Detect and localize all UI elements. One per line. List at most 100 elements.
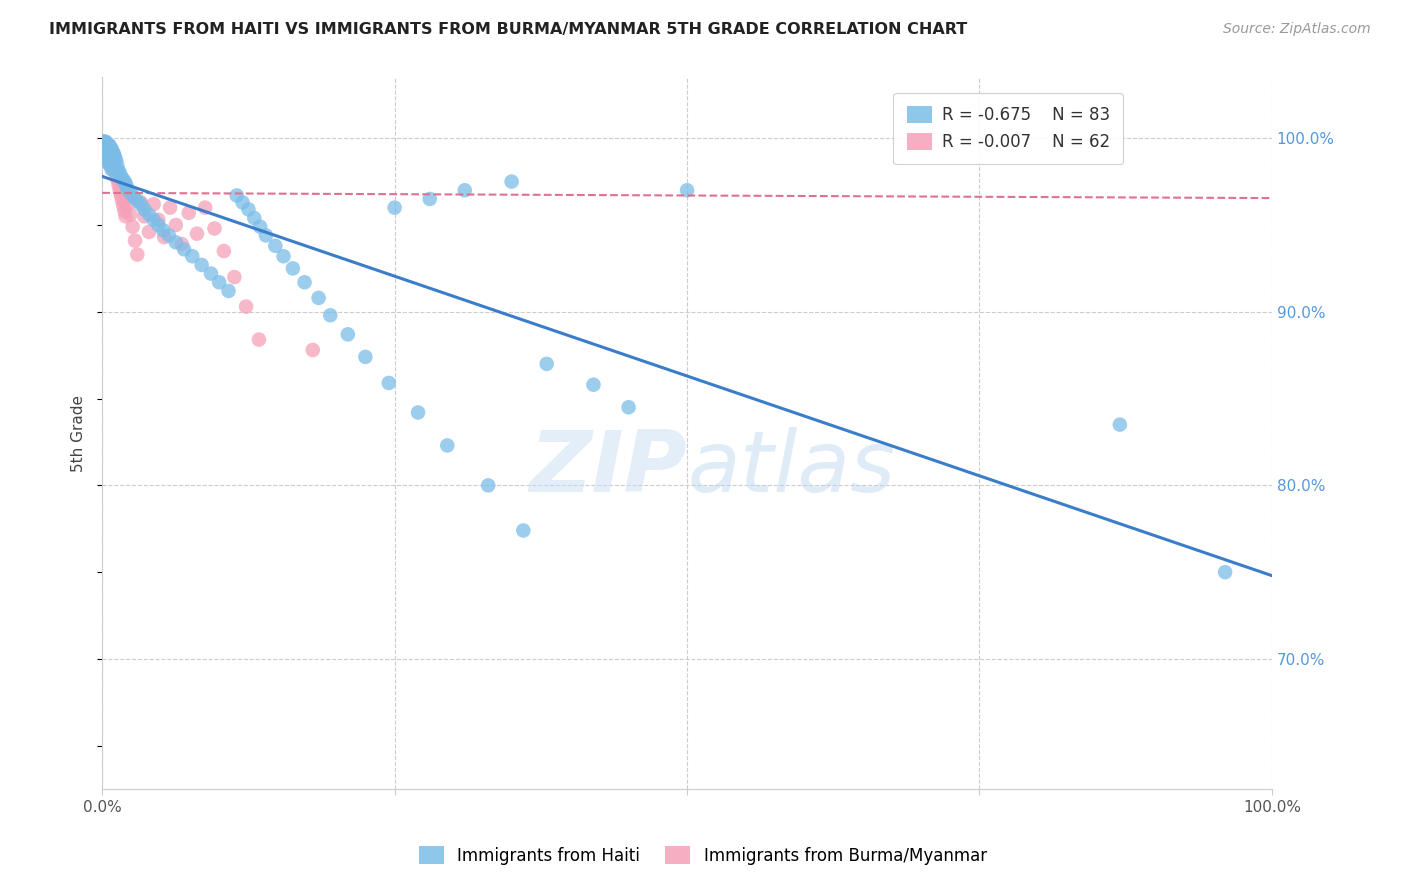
Point [111, 171, 134, 186]
Point [243, 211, 266, 225]
Point [108, 166, 131, 180]
Point [232, 195, 254, 210]
Point [477, 478, 499, 492]
Point [238, 202, 260, 217]
Point [406, 405, 429, 419]
Point [264, 239, 287, 253]
Point [94, 135, 117, 149]
Point [273, 249, 295, 263]
Point [112, 199, 135, 213]
Point [384, 201, 406, 215]
Point [97, 138, 120, 153]
Point [104, 150, 127, 164]
Point [676, 183, 699, 197]
Point [114, 209, 136, 223]
Point [100, 162, 122, 177]
Point [224, 270, 246, 285]
Text: ZIP: ZIP [530, 427, 688, 510]
Point [120, 186, 142, 201]
Point [501, 175, 523, 189]
Point [93, 135, 115, 149]
Point [512, 524, 534, 538]
Point [94, 148, 117, 162]
Point [97, 152, 120, 166]
Point [100, 153, 122, 168]
Point [93, 140, 115, 154]
Point [94, 142, 117, 156]
Point [190, 258, 212, 272]
Point [103, 148, 125, 162]
Point [301, 343, 323, 357]
Point [107, 178, 129, 192]
Point [100, 142, 122, 156]
Point [159, 201, 181, 215]
Point [204, 221, 226, 235]
Point [100, 159, 122, 173]
Point [142, 197, 165, 211]
Point [294, 275, 316, 289]
Point [93, 135, 115, 149]
Point [138, 225, 160, 239]
Point [165, 218, 187, 232]
Text: Source: ZipAtlas.com: Source: ZipAtlas.com [1223, 22, 1371, 37]
Point [134, 209, 156, 223]
Point [194, 201, 217, 215]
Point [108, 183, 131, 197]
Point [96, 150, 118, 164]
Point [101, 145, 124, 159]
Point [336, 327, 359, 342]
Point [98, 138, 121, 153]
Point [173, 242, 195, 256]
Point [115, 179, 138, 194]
Point [97, 155, 120, 169]
Point [107, 173, 129, 187]
Point [247, 333, 270, 347]
Point [98, 153, 121, 168]
Text: IMMIGRANTS FROM HAITI VS IMMIGRANTS FROM BURMA/MYANMAR 5TH GRADE CORRELATION CHA: IMMIGRANTS FROM HAITI VS IMMIGRANTS FROM… [49, 22, 967, 37]
Point [97, 146, 120, 161]
Point [354, 350, 377, 364]
Point [107, 164, 129, 178]
Point [101, 157, 124, 171]
Point [98, 157, 121, 171]
Point [115, 188, 138, 202]
Point [97, 138, 120, 153]
Legend: R = -0.675    N = 83, R = -0.007    N = 62: R = -0.675 N = 83, R = -0.007 N = 62 [893, 93, 1123, 164]
Point [148, 212, 170, 227]
Point [436, 438, 458, 452]
Point [249, 219, 271, 234]
Point [1108, 417, 1130, 432]
Point [212, 244, 235, 258]
Point [111, 194, 134, 208]
Point [208, 275, 231, 289]
Point [1213, 565, 1236, 579]
Point [157, 228, 180, 243]
Point [170, 237, 193, 252]
Point [104, 164, 127, 178]
Text: atlas: atlas [688, 427, 896, 510]
Point [186, 227, 208, 241]
Point [127, 194, 149, 208]
Point [165, 235, 187, 250]
Point [98, 146, 121, 161]
Point [138, 208, 160, 222]
Point [177, 206, 200, 220]
Point [121, 219, 143, 234]
Point [98, 148, 121, 162]
Point [254, 228, 277, 243]
Point [93, 135, 115, 149]
Point [93, 145, 115, 159]
Point [100, 142, 122, 156]
Point [96, 136, 118, 151]
Point [114, 204, 136, 219]
Legend: Immigrants from Haiti, Immigrants from Burma/Myanmar: Immigrants from Haiti, Immigrants from B… [411, 838, 995, 873]
Point [120, 208, 142, 222]
Point [110, 169, 132, 184]
Point [200, 267, 222, 281]
Point [117, 183, 139, 197]
Point [97, 145, 120, 159]
Point [93, 140, 115, 154]
Point [112, 173, 135, 187]
Point [101, 153, 124, 168]
Point [96, 136, 118, 151]
